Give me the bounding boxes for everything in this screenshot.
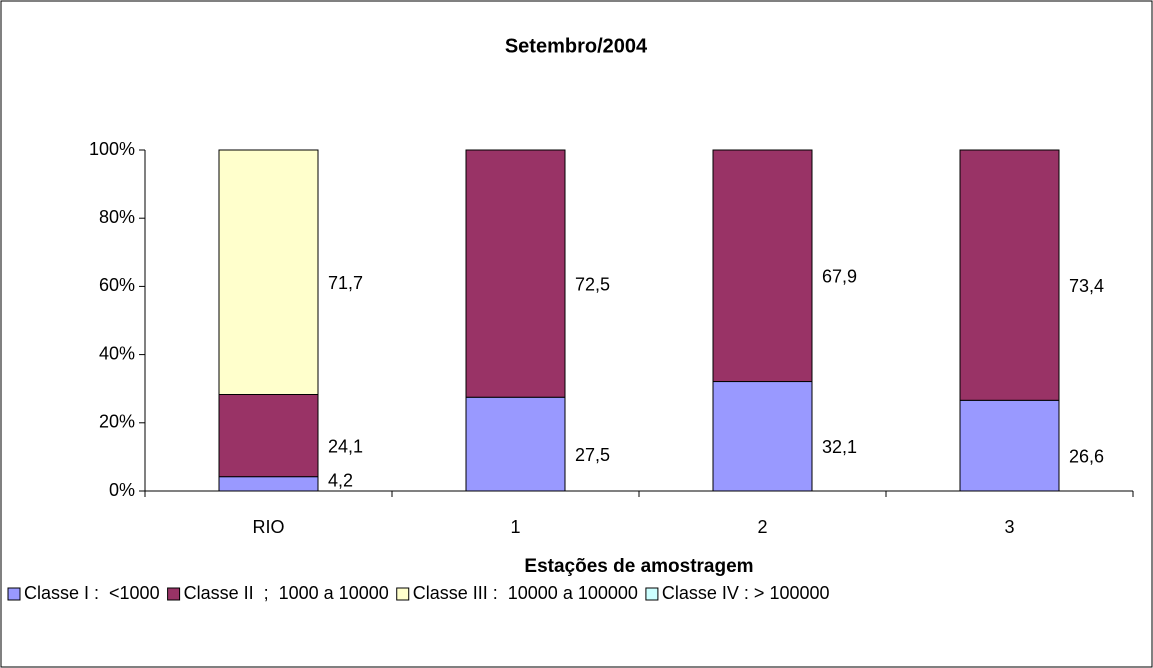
bar-segment (218, 149, 319, 395)
bar-segment (712, 149, 813, 383)
x-tick-label: 3 (1004, 517, 1014, 537)
legend-label: Classe II ; 1000 a 10000 (184, 583, 389, 603)
x-tick-label: 2 (757, 517, 767, 537)
y-tick-label: 80% (99, 207, 135, 227)
bar-segment (218, 476, 319, 492)
legend-label: Classe IV : > 100000 (662, 583, 830, 603)
legend-swatch (645, 587, 659, 601)
value-label: 27,5 (575, 445, 610, 465)
value-label: 71,7 (328, 273, 363, 293)
y-tick-label: 40% (99, 343, 135, 363)
chart-title: Setembro/2004 (505, 35, 648, 57)
y-tick-label: 20% (99, 412, 135, 432)
x-tick-label: 1 (510, 517, 520, 537)
value-label: 4,2 (328, 471, 353, 491)
bar-segment (959, 149, 1060, 401)
bar-segment (218, 393, 319, 478)
legend-swatch (7, 587, 21, 601)
x-tick-label: RIO (252, 517, 284, 537)
legend-label: Classe III : 10000 a 100000 (413, 583, 638, 603)
value-label: 73,4 (1069, 276, 1104, 296)
value-label: 24,1 (328, 436, 363, 456)
y-tick-label: 0% (109, 480, 135, 500)
y-tick-label: 60% (99, 275, 135, 295)
value-label: 32,1 (822, 437, 857, 457)
value-label: 67,9 (822, 267, 857, 287)
value-label: 72,5 (575, 274, 610, 294)
bar-segment (959, 399, 1060, 492)
bar-segment (465, 149, 566, 398)
y-tick-label: 100% (89, 139, 135, 159)
legend-swatch (396, 587, 410, 601)
legend-label: Classe I : <1000 (24, 583, 160, 603)
legend-swatch (167, 587, 181, 601)
bar-segment (465, 396, 566, 492)
value-label: 26,6 (1069, 446, 1104, 466)
x-axis-title: Estações de amostragem (524, 556, 753, 577)
bar-segment (712, 381, 813, 492)
